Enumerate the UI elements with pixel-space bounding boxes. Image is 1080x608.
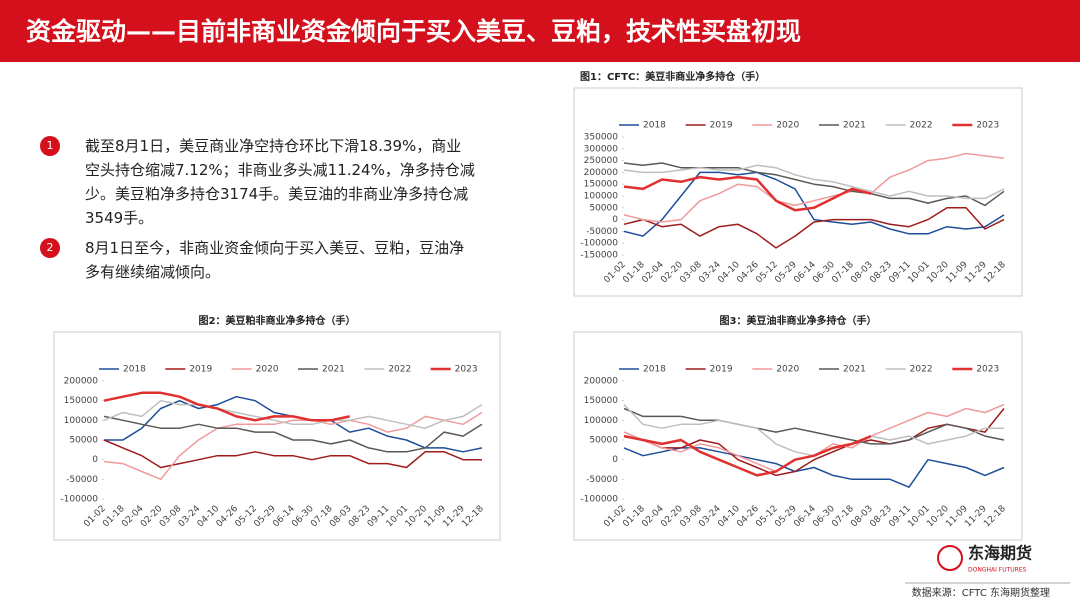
series-line (623, 164, 1005, 200)
series-line (623, 175, 872, 212)
chart-title: 图1：CFTC：美豆非商业净多持仓（手） (580, 70, 765, 83)
legend-label: 2020 (776, 121, 799, 131)
logo-icon (937, 545, 963, 571)
legend-label: 2022 (388, 365, 411, 375)
y-tick-label: 150000 (64, 396, 99, 406)
y-tick-label: 50000 (69, 436, 98, 446)
y-tick-label: -50000 (586, 227, 618, 237)
series-line (103, 415, 483, 453)
source: 数据来源：CFTC 东海期货整理 (912, 586, 1050, 599)
y-tick-label: 150000 (584, 180, 619, 190)
y-tick-label: 100000 (584, 416, 619, 426)
legend-label: 2019 (189, 365, 212, 375)
series-line (623, 171, 1005, 237)
series-line (623, 447, 1005, 488)
y-tick-label: 150000 (584, 396, 619, 406)
y-tick-label: -100000 (580, 495, 618, 505)
logo-sub: DONGHAI FUTURES (968, 567, 1027, 574)
y-tick-label: -150000 (580, 251, 618, 261)
y-tick-label: 200000 (584, 377, 619, 387)
y-tick-label: 100000 (64, 416, 99, 426)
bullet-number: 2 (40, 238, 60, 258)
y-tick-label: 300000 (584, 144, 619, 154)
legend-label: 2019 (710, 365, 733, 375)
legend-label: 2018 (123, 365, 146, 375)
legend-label: 2022 (910, 121, 933, 131)
chart-title: 图3：美豆油非商业净多持仓（手） (720, 314, 877, 327)
series-line (103, 411, 483, 481)
legend-label: 2019 (710, 121, 733, 131)
legend-label: 2018 (643, 365, 666, 375)
legend-label: 2021 (843, 121, 866, 131)
legend-label: 2023 (976, 121, 999, 131)
y-tick-label: 0 (92, 455, 98, 465)
y-tick-label: 0 (612, 215, 618, 225)
chart-frame (573, 87, 1023, 297)
series-line (623, 434, 872, 477)
y-tick-label: 100000 (584, 192, 619, 202)
y-tick-label: 250000 (584, 156, 619, 166)
header-title: 资金驱动——目前非商业资金倾向于买入美豆、豆粕，技术性买盘初现 (26, 17, 802, 46)
series-line (103, 399, 483, 429)
y-tick-label: 350000 (584, 133, 619, 143)
header: 资金驱动——目前非商业资金倾向于买入美豆、豆粕，技术性买盘初现 (0, 0, 1080, 62)
series-line (623, 407, 1005, 445)
legend-label: 2022 (910, 365, 933, 375)
series-line (623, 207, 1005, 249)
legend-label: 2020 (256, 365, 279, 375)
y-tick-label: 50000 (589, 436, 618, 446)
bullet-number: 1 (40, 136, 60, 156)
y-tick-label: 200000 (64, 377, 99, 387)
series-line (623, 152, 1005, 223)
bullet-text: 截至8月1日，美豆商业净空持仓环比下滑18.39%，商业空头持仓缩减7.12%；… (85, 137, 475, 227)
legend-label: 2021 (322, 365, 345, 375)
y-tick-label: -100000 (60, 495, 98, 505)
series-line (103, 391, 350, 422)
legend-label: 2023 (976, 365, 999, 375)
bullet-text: 8月1日至今，非商业资金倾向于买入美豆、豆粕，豆油净多有继续缩减倾向。 (85, 239, 465, 281)
logo-name: 东海期货 (968, 544, 1032, 563)
series-line (103, 439, 482, 469)
y-tick-label: -50000 (66, 475, 98, 485)
chart-frame (573, 331, 1023, 541)
y-tick-label: 200000 (584, 168, 619, 178)
legend-label: 2023 (455, 365, 478, 375)
chart-title: 图2：美豆粕非商业净多持仓（手） (199, 314, 356, 327)
y-tick-label: -50000 (586, 475, 618, 485)
y-tick-label: -100000 (580, 239, 618, 249)
y-tick-label: 0 (612, 455, 618, 465)
series-line (623, 162, 1005, 207)
y-tick-label: 50000 (589, 203, 618, 213)
legend-label: 2020 (776, 365, 799, 375)
legend-label: 2021 (843, 365, 866, 375)
legend-label: 2018 (643, 121, 666, 131)
